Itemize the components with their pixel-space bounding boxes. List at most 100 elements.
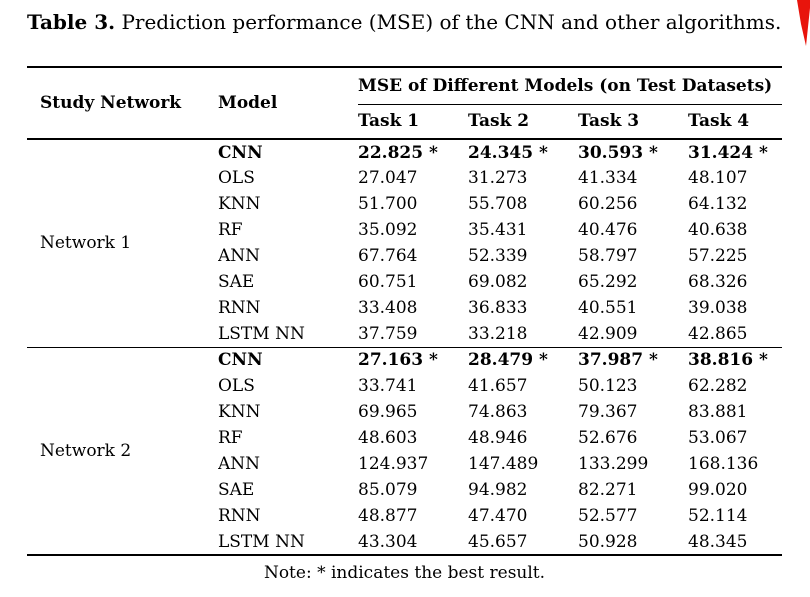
model-cell: CNN — [218, 142, 263, 163]
network-label: Network 1 — [40, 233, 132, 254]
value-cell: 37.759 — [358, 323, 418, 344]
value-cell: 50.123 — [578, 376, 638, 396]
value-cell: 69.965 — [358, 402, 418, 422]
value-cell: 39.038 — [688, 298, 748, 318]
table-row: LSTM NN 37.759 33.218 42.909 42.865 — [27, 321, 782, 347]
header-row-2: Task 1 Task 2 Task 3 Task 4 — [27, 104, 783, 140]
value-cell: 67.764 — [358, 246, 418, 266]
model-cell: CNN — [218, 346, 358, 373]
value-cell: 33.741 — [358, 376, 418, 396]
value-cell: 52.577 — [578, 506, 638, 526]
value-cell: 68.326 — [688, 272, 748, 292]
table-row: ANN 124.937 147.489 133.299 168.136 — [27, 451, 782, 477]
value-cell: 99.020 — [688, 480, 748, 500]
value-cell: 30.593 * — [578, 142, 658, 163]
value-cell: 35.431 — [468, 220, 528, 240]
table-row: RF 48.603 48.946 52.676 53.067 — [27, 425, 782, 451]
red-annotation-mark — [797, 0, 810, 46]
value-cell: 48.877 — [358, 506, 418, 526]
value-cell: 42.865 — [688, 323, 748, 344]
table-caption-label: Table 3. — [27, 10, 116, 34]
value-cell: 53.067 — [688, 428, 748, 448]
value-cell: 60.751 — [358, 272, 418, 292]
value-cell: 33.408 — [358, 298, 418, 318]
value-cell: 31.273 — [468, 168, 528, 188]
value-cell: 124.937 — [358, 454, 429, 474]
value-cell: 60.256 — [578, 194, 638, 214]
network-1-group: Network 1 CNN 22.825 * 24.345 * 30.593 *… — [27, 139, 782, 347]
value-cell: 40.638 — [688, 220, 748, 240]
value-cell: 48.345 — [688, 531, 748, 552]
model-cell: KNN — [218, 402, 261, 422]
table-row: KNN 69.965 74.863 79.367 83.881 — [27, 399, 782, 425]
model-cell: SAE — [218, 272, 255, 292]
table-row: Network 1 CNN 22.825 * 24.345 * 30.593 *… — [27, 139, 782, 254]
model-cell: RF — [218, 220, 243, 240]
value-cell: 35.092 — [358, 220, 418, 240]
mse-results-table: Study Network Model MSE of Different Mod… — [27, 66, 783, 556]
value-cell: 40.476 — [578, 220, 638, 240]
value-cell: 48.603 — [358, 428, 418, 448]
table-row: Network 2 CNN 27.163 * 28.479 * 37.987 *… — [27, 346, 783, 555]
value-cell: 27.163 * — [358, 346, 468, 373]
model-cell: ANN — [218, 246, 261, 266]
value-cell: 82.271 — [578, 480, 638, 500]
value-cell: 57.225 — [688, 246, 748, 266]
header-study-network: Study Network — [27, 67, 218, 140]
value-cell: 83.881 — [688, 402, 748, 422]
header-spanner-mse: MSE of Different Models (on Test Dataset… — [358, 67, 783, 105]
header-task-3: Task 3 — [578, 104, 688, 140]
table-row: OLS 33.741 41.657 50.123 62.282 — [27, 373, 782, 399]
value-cell: 147.489 — [468, 454, 539, 474]
value-cell: 40.551 — [578, 298, 638, 318]
value-cell: 41.334 — [578, 168, 638, 188]
header-task-4: Task 4 — [688, 104, 783, 140]
value-cell: 74.863 — [468, 402, 528, 422]
value-cell: 27.047 — [358, 168, 418, 188]
value-cell: 43.304 — [358, 531, 418, 552]
model-cell: LSTM NN — [218, 531, 305, 552]
table-row: ANN 67.764 52.339 58.797 57.225 — [27, 243, 782, 269]
table-row: OLS 27.047 31.273 41.334 48.107 — [27, 165, 782, 191]
table-note: Note: * indicates the best result. — [263, 563, 546, 583]
model-cell: KNN — [218, 194, 261, 214]
value-cell: 24.345 * — [468, 142, 548, 163]
table-row: LSTM NN 43.304 45.657 50.928 48.345 — [27, 529, 782, 555]
model-cell: OLS — [218, 168, 255, 188]
header-task-1: Task 1 — [358, 104, 468, 140]
value-cell: 48.107 — [688, 168, 748, 188]
value-cell: 52.676 — [578, 428, 638, 448]
value-cell: 79.367 — [578, 402, 638, 422]
value-cell: 52.114 — [688, 506, 748, 526]
table-header: Study Network Model MSE of Different Mod… — [27, 67, 783, 140]
table-caption-text: Prediction performance (MSE) of the CNN … — [121, 10, 782, 34]
network-2-group: Network 2 CNN 27.163 * 28.479 * 37.987 *… — [27, 346, 783, 555]
model-cell: SAE — [218, 480, 255, 500]
model-cell: RNN — [218, 506, 261, 526]
table-row: SAE 85.079 94.982 82.271 99.020 — [27, 477, 782, 503]
value-cell: 22.825 * — [358, 142, 438, 163]
model-cell: RNN — [218, 298, 261, 318]
value-cell: 168.136 — [688, 454, 759, 474]
value-cell: 51.700 — [358, 194, 418, 214]
value-cell: 42.909 — [578, 323, 638, 344]
value-cell: 38.816 * — [688, 346, 783, 373]
value-cell: 55.708 — [468, 194, 528, 214]
value-cell: 41.657 — [468, 376, 528, 396]
value-cell: 94.982 — [468, 480, 528, 500]
table-row: KNN 51.700 55.708 60.256 64.132 — [27, 191, 782, 217]
header-task-2: Task 2 — [468, 104, 578, 140]
network-label: Network 2 — [27, 346, 218, 555]
value-cell: 52.339 — [468, 246, 528, 266]
value-cell: 33.218 — [468, 323, 528, 344]
header-model: Model — [218, 67, 358, 140]
header-row-1: Study Network Model MSE of Different Mod… — [27, 67, 783, 140]
model-cell: RF — [218, 428, 243, 448]
table-row: RNN 48.877 47.470 52.577 52.114 — [27, 503, 782, 529]
value-cell: 133.299 — [578, 454, 649, 474]
value-cell: 48.946 — [468, 428, 528, 448]
model-cell: ANN — [218, 454, 261, 474]
value-cell: 50.928 — [578, 531, 638, 552]
value-cell: 58.797 — [578, 246, 638, 266]
